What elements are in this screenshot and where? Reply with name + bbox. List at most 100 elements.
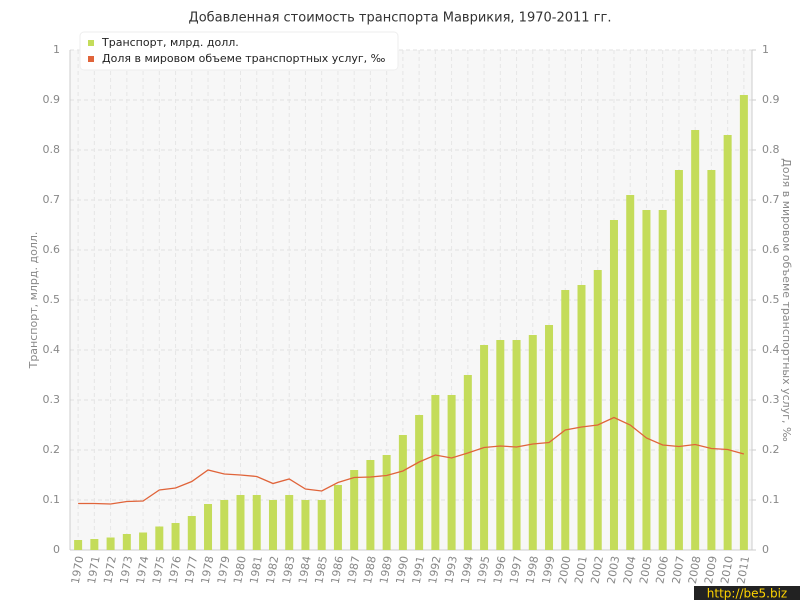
x-tick-label: 1974: [134, 555, 152, 585]
bar: [496, 340, 505, 550]
bar: [723, 135, 732, 550]
legend: [79, 31, 399, 71]
x-tick-label: 2000: [556, 555, 574, 585]
x-tick-label: 1988: [361, 555, 379, 585]
bar: [74, 540, 83, 550]
y-axis-title: Транспорт, млрд. долл.: [27, 232, 40, 370]
chart-title: Добавленная стоимость транспорта Маврики…: [189, 11, 612, 26]
y2-tick-label: 0: [762, 543, 769, 556]
x-tick-label: 2010: [718, 555, 736, 585]
x-tick-label: 1990: [394, 555, 412, 585]
bar: [317, 500, 326, 550]
legend-label: Транспорт, млрд. долл.: [101, 36, 239, 49]
bar: [577, 285, 586, 550]
bar: [463, 375, 472, 550]
bar: [155, 526, 164, 550]
x-tick-label: 1987: [345, 555, 363, 585]
y2-tick-label: 0.1: [762, 493, 780, 506]
legend-label: Доля в мировом объеме транспортных услуг…: [102, 52, 386, 65]
bar: [171, 523, 180, 550]
bar: [301, 500, 310, 550]
bar: [609, 220, 618, 550]
x-tick-label: 1997: [507, 555, 525, 585]
bar: [333, 485, 342, 550]
y-tick-label: 0: [53, 543, 60, 556]
y-tick-label: 0.2: [43, 443, 61, 456]
y2-tick-label: 0.5: [762, 293, 780, 306]
x-tick-label: 2009: [702, 555, 720, 585]
x-tick-label: 1993: [442, 555, 460, 585]
bar: [658, 210, 667, 550]
bar: [512, 340, 521, 550]
x-tick-label: 2002: [588, 555, 606, 585]
bar: [545, 325, 554, 550]
legend-swatch: [88, 56, 94, 62]
watermark: http://be5.biz: [707, 587, 787, 600]
x-tick-label: 1996: [491, 555, 509, 585]
x-tick-label: 1983: [280, 555, 298, 585]
y2-tick-label: 0.2: [762, 443, 780, 456]
bar: [204, 504, 213, 550]
y2-tick-label: 0.6: [762, 243, 780, 256]
y-tick-label: 0.3: [43, 393, 61, 406]
bar: [447, 395, 456, 550]
y2-tick-label: 0.3: [762, 393, 780, 406]
y-tick-label: 0.8: [43, 143, 61, 156]
bar: [593, 270, 602, 550]
x-tick-label: 2008: [686, 555, 704, 585]
x-tick-label: 2007: [670, 555, 688, 585]
y2-tick-label: 0.7: [762, 193, 780, 206]
y2-axis-title: Доля в мировом объеме транспортных услуг…: [780, 158, 793, 442]
y2-tick-label: 0.4: [762, 343, 780, 356]
x-tick-label: 1989: [377, 555, 395, 585]
x-tick-label: 1977: [182, 555, 200, 585]
bar: [366, 460, 375, 550]
x-tick-label: 1973: [118, 555, 136, 585]
bar: [528, 335, 537, 550]
bar: [382, 455, 391, 550]
bar: [285, 495, 294, 550]
bar: [187, 516, 196, 550]
x-tick-label: 2006: [653, 555, 671, 585]
y2-tick-label: 0.9: [762, 93, 780, 106]
bar: [220, 500, 229, 550]
bar: [122, 534, 131, 550]
x-tick-label: 1995: [475, 555, 493, 585]
y-tick-label: 0.5: [43, 293, 61, 306]
x-tick-label: 2005: [637, 555, 655, 585]
bar: [431, 395, 440, 550]
x-tick-label: 1971: [85, 555, 103, 585]
x-tick-label: 1978: [199, 555, 217, 585]
x-tick-label: 1999: [540, 555, 558, 585]
bar: [415, 415, 424, 550]
x-tick-label: 1992: [426, 555, 444, 585]
bar: [561, 290, 570, 550]
bar: [350, 470, 359, 550]
line: [78, 416, 745, 505]
legend-swatch: [88, 40, 94, 46]
bar: [642, 210, 651, 550]
y2-tick-label: 1: [762, 43, 769, 56]
x-tick-label: 1994: [459, 555, 477, 585]
bar: [707, 170, 716, 550]
bar: [739, 95, 748, 550]
y-tick-label: 0.4: [43, 343, 61, 356]
x-tick-label: 2011: [735, 555, 753, 585]
y-tick-label: 0.6: [43, 243, 61, 256]
bar: [90, 539, 99, 550]
x-tick-label: 1981: [247, 555, 265, 585]
x-tick-label: 1970: [69, 555, 87, 585]
x-tick-label: 2001: [572, 555, 590, 585]
y-tick-label: 0.7: [43, 193, 61, 206]
bar: [106, 537, 115, 550]
x-tick-label: 1985: [312, 555, 330, 585]
bar: [236, 495, 245, 550]
bar: [139, 532, 148, 550]
bar: [268, 500, 277, 550]
x-tick-label: 2003: [605, 555, 623, 585]
x-tick-label: 1998: [523, 555, 541, 585]
y2-tick-label: 0.8: [762, 143, 780, 156]
y-tick-label: 0.1: [43, 493, 61, 506]
watermark-bg: [694, 586, 800, 600]
